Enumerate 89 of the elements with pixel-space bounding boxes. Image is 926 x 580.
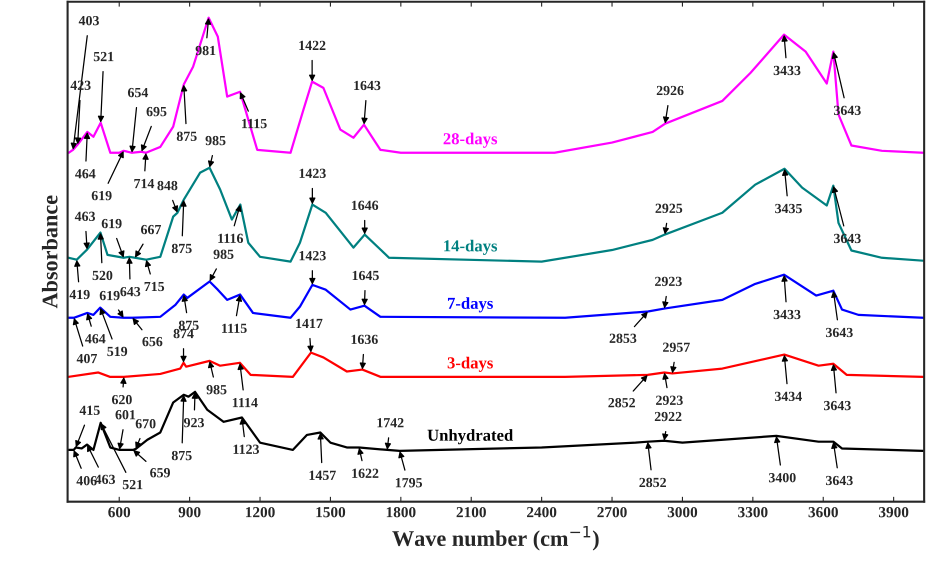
annotation: 3643 [826,476,853,486]
annotation: 875 [172,244,192,254]
x-tick-label: 2400 [527,507,556,518]
annotation: 643 [120,286,140,296]
annotation: 848 [157,180,178,190]
x-tick-label: 1800 [386,507,416,518]
annotation: 601 [116,410,136,420]
annotation: 667 [141,224,162,234]
annotation: 619 [92,190,112,200]
annotation: 415 [80,406,100,415]
annotation: 3433 [774,66,800,76]
annotation: 874 [174,328,194,338]
annotation: 985 [206,384,226,394]
annotation: 875 [176,132,197,141]
annotation: 463 [94,474,116,484]
annotation: 3434 [774,392,802,402]
annotation: 403 [78,16,99,26]
annotation: 656 [142,336,162,346]
annotation: 985 [206,136,226,146]
annotation: 3433 [774,310,800,320]
x-tick-label: 900 [178,507,201,518]
legend-label: Unhydrated [428,429,514,444]
annotation: 875 [172,450,192,460]
x-tick-label: 600 [108,507,130,518]
annotation: 875 [178,320,199,330]
annotation: 2923 [656,396,683,405]
annotation: 985 [214,250,234,259]
x-tick-label: 1200 [246,507,275,518]
annotation: 464 [75,169,96,178]
series-label: 28-days [444,132,498,148]
annotation: 2852 [608,398,635,408]
annotation: 659 [150,468,170,478]
annotation: 3643 [824,400,851,410]
annotation: 520 [92,270,112,280]
annotation: 1116 [218,234,244,244]
series-label: 3-days [448,356,493,372]
annotation: 521 [122,480,142,490]
annotation: 619 [100,290,120,300]
annotation: 1645 [352,270,379,280]
annotation: 714 [134,178,154,188]
annotation: 2957 [663,342,690,352]
annotation: 1423 [300,251,326,260]
annotation: 463 [74,212,96,222]
annotation: 1123 [234,444,259,454]
annotation: 3435 [775,204,802,214]
annotation: 1115 [222,324,247,334]
x-tick-label: 3600 [808,507,838,518]
x-tick-label: 3300 [738,507,768,518]
x-tick-label: 2700 [597,507,627,518]
annotation: 1742 [377,418,404,428]
annotation: 3400 [768,472,796,482]
annotation: 2926 [656,86,684,96]
annotation: 521 [94,52,114,62]
annotation: 1643 [354,80,380,90]
annotation: 407 [76,354,98,364]
annotation: 2923 [655,276,682,286]
y-axis-title: Absorbance [42,196,58,308]
annotation: 2925 [656,204,682,214]
annotation: 2853 [610,334,636,343]
x-tick-label: 3000 [668,507,698,518]
annotation: 2852 [639,478,666,488]
annotation: 715 [144,282,164,292]
annotation: 1114 [232,398,258,408]
annotation: 695 [146,106,166,116]
annotation: 1622 [352,468,378,478]
annotation: 406 [76,476,97,486]
annotation: 3643 [826,328,853,338]
annotation: 1646 [352,200,378,210]
annotation: 1422 [299,40,326,50]
series-label: 14-days [444,240,498,255]
series-label: 7-days [448,297,493,312]
x-tick-label: 1500 [316,507,346,518]
annotation: 1417 [296,318,322,328]
annotation: 419 [70,290,90,300]
annotation: 619 [102,218,122,228]
annotation: 1636 [352,334,378,344]
annotation: 519 [107,346,128,356]
annotation: 464 [85,334,106,344]
annotation: 670 [136,419,156,428]
x-tick-label: 2100 [456,507,486,518]
annotation: 620 [112,394,132,404]
x-tick-label: 3900 [878,507,908,518]
annotation: 1457 [310,470,336,480]
x-axis-title: Wave number (cm$^{−1}$) [392,526,599,551]
annotation: 923 [184,418,204,428]
annotation: 1795 [396,478,422,488]
annotation: 1423 [300,168,326,178]
annotation: 654 [128,88,148,98]
annotation: 2922 [654,412,682,422]
